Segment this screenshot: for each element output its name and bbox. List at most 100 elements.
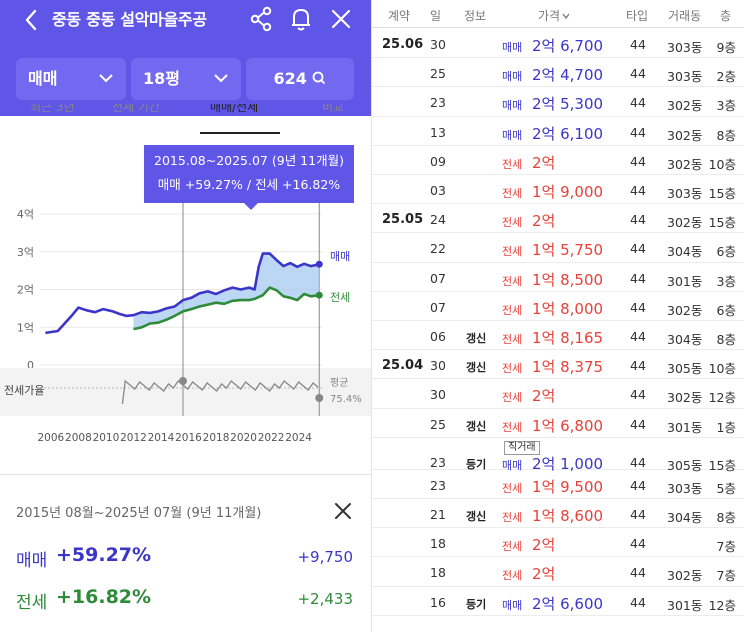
tab-active-indicator (200, 132, 280, 134)
col-floor[interactable]: 층 (720, 9, 732, 23)
building-dong: 302동 (667, 302, 703, 318)
trade-type: 전세 (502, 362, 523, 376)
price: 2억 (532, 212, 556, 231)
table-row[interactable]: 22 44 304동 6층 전세 1억 5,750 (372, 233, 744, 263)
trade-type: 매매 (502, 41, 523, 54)
x-tick-label: 2014 (148, 432, 175, 444)
table-row[interactable]: 07 44 302동 6층 전세 1억 8,000 (372, 292, 744, 321)
transaction-table: 계약 일 정보 가격 타입 거래동 층 25.06 30 44 303동 9층 매매 2억 … (372, 0, 744, 632)
building-dong: 302동 (667, 568, 703, 584)
type-size: 44 (630, 454, 646, 470)
table-row[interactable]: 16 등기 44 301동 12층 매매 2억 6,600 (372, 587, 744, 616)
table-row[interactable]: 25.05 24 44 302동 15층 전세 2억 (372, 204, 744, 234)
contract-day: 25 (430, 66, 446, 82)
table-row[interactable]: 25.04 30 갱신 44 305동 10층 전세 1억 8,375 (372, 350, 744, 380)
tab-recent[interactable]: 최근 3년 (30, 104, 75, 114)
close-icon[interactable] (330, 498, 356, 524)
x-tick-label: 2024 (285, 432, 312, 444)
table-row[interactable]: 23 44 302동 3층 매매 2억 5,300 (372, 87, 744, 117)
table-row[interactable]: 25 44 303동 2층 매매 2억 4,700 (372, 58, 744, 88)
table-row[interactable]: 13 44 302동 8층 매매 2억 6,100 (372, 117, 744, 146)
type-size: 44 (630, 299, 646, 315)
jeonse-label: 전세 (16, 593, 48, 613)
table-row[interactable]: 18 44 7층 전세 2억 (372, 528, 744, 558)
type-size: 44 (630, 594, 646, 610)
floor: 7층 (716, 568, 736, 584)
type-size: 44 (630, 37, 646, 52)
table-row[interactable]: 06 갱신 44 304동 8층 전세 1억 8,165 (372, 321, 744, 351)
col-dong[interactable]: 거래동 (668, 9, 702, 23)
trade-type-select[interactable]: 매매 (16, 58, 126, 100)
contract-day: 06 (430, 329, 446, 344)
avg-label: 평균 (330, 377, 348, 389)
trade-type: 전세 (502, 569, 523, 583)
ratio-start-dot (179, 377, 187, 385)
floor: 3층 (716, 98, 736, 114)
series-line-jeonse (133, 286, 320, 331)
col-price[interactable]: 가격 (538, 7, 570, 24)
header: 중동 중동 설악마을주공 매매 18평 624 (0, 0, 371, 116)
count-search-button[interactable]: 624 (246, 58, 354, 100)
tab-bar: 최근 3년 전체 기간 매매/전세 비교 (0, 104, 371, 138)
floor: 15층 (708, 215, 736, 231)
contract-day: 30 (430, 387, 446, 403)
table-row[interactable]: 25 갱신 44 301동 1층 전세 1억 6,800 (372, 409, 744, 438)
tab-all[interactable]: 전체 기간 (112, 104, 160, 114)
col-type[interactable]: 타입 (626, 9, 649, 23)
floor: 8층 (716, 332, 736, 347)
search-icon (313, 71, 326, 85)
ratio-end-dot (315, 394, 324, 402)
type-size: 44 (630, 536, 646, 552)
floor: 10층 (708, 156, 736, 172)
trade-type: 전세 (502, 216, 523, 230)
trade-type: 전세 (502, 303, 523, 317)
contract-day: 23 (430, 95, 446, 111)
price: 2억 (532, 387, 556, 406)
contract-day: 23 (430, 454, 446, 470)
bell-icon[interactable] (286, 4, 316, 34)
type-size: 44 (630, 212, 646, 228)
trade-type: 전세 (502, 511, 523, 524)
jeonse-diff: +2,433 (297, 590, 353, 608)
tab-compare[interactable]: 비교 (322, 104, 345, 114)
trade-type: 전세 (502, 187, 523, 200)
table-row[interactable]: 21 갱신 44 304동 8층 전세 1억 8,600 (372, 499, 744, 529)
table-row[interactable]: 25.06 30 44 303동 9층 매매 2억 6,700 (372, 29, 744, 59)
sale-pct: +59.27% (56, 544, 152, 566)
sort-down-icon (562, 13, 570, 20)
share-icon[interactable] (246, 4, 276, 34)
tab-sale-jeonse[interactable]: 매매/전세 (210, 104, 259, 114)
sale-label: 매매 (16, 551, 48, 571)
contract-day: 09 (430, 153, 446, 169)
info-badge: 갱신 (466, 332, 487, 345)
contract-day: 13 (430, 124, 446, 140)
size-select[interactable]: 18평 (131, 58, 241, 100)
contract-day: 22 (430, 241, 446, 257)
chevron-left-icon[interactable] (20, 6, 44, 34)
table-row[interactable]: 23 44 303동 5층 전세 1억 9,500 (372, 470, 744, 499)
x-tick-label: 2016 (175, 432, 202, 444)
price: 2억 6,100 (532, 124, 604, 143)
table-row[interactable]: 18 44 302동 7층 전세 2억 (372, 557, 744, 587)
type-size: 44 (630, 477, 646, 493)
floor: 8층 (716, 127, 736, 143)
col-info[interactable]: 정보 (464, 9, 487, 23)
chevron-down-icon (99, 74, 113, 83)
type-size: 44 (630, 153, 646, 169)
contract-day: 07 (430, 299, 446, 315)
col-day[interactable]: 일 (430, 9, 442, 23)
table-row[interactable]: 30 44 302동 12층 전세 2억 (372, 379, 744, 409)
sale-jeonse-gap-area (133, 253, 320, 330)
sub-chart-label: 전세가율 (4, 384, 44, 397)
close-icon[interactable] (326, 4, 356, 34)
table-row[interactable]: 09 44 302동 10층 전세 2억 (372, 146, 744, 175)
table-row[interactable]: 07 44 301동 3층 전세 1억 8,500 (372, 263, 744, 292)
floor: 3층 (716, 273, 736, 289)
contract-day: 24 (430, 212, 446, 228)
building-dong: 303동 (667, 480, 703, 496)
table-row[interactable]: 03 44 303동 15층 전세 1억 9,000 (372, 175, 744, 205)
trade-type: 전세 (502, 420, 523, 434)
col-contract[interactable]: 계약 (388, 9, 411, 23)
table-row[interactable]: 23 등기 44 305동 15층 매매 2억 1,000 직거래 (372, 438, 744, 473)
